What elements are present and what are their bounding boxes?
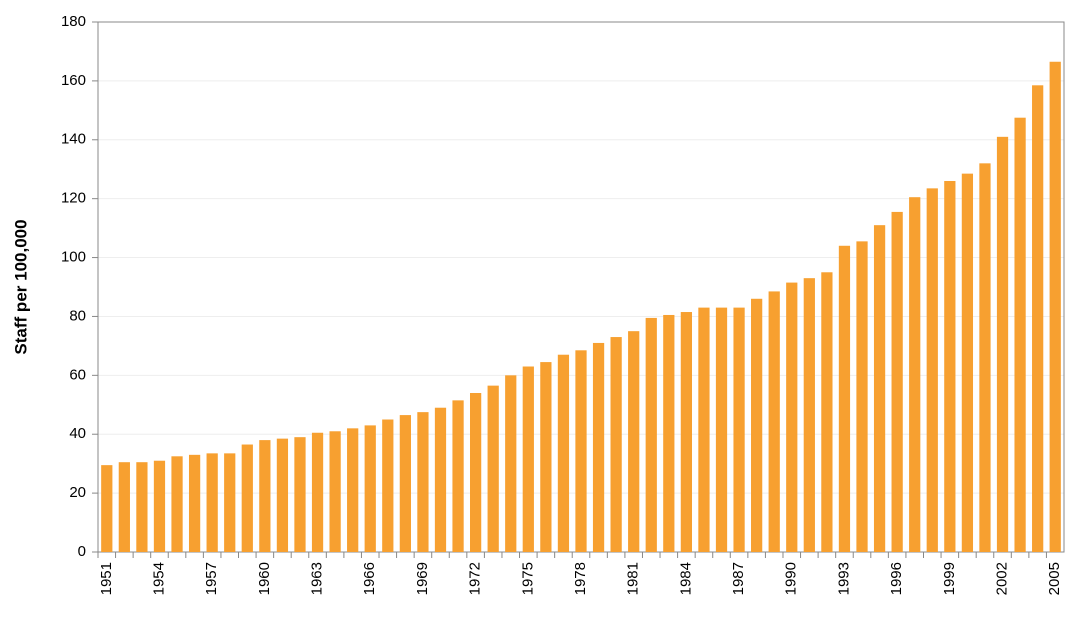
- bar: [434, 407, 447, 552]
- bar: [926, 188, 938, 552]
- bar: [838, 245, 851, 552]
- x-tick-label: 1957: [203, 562, 220, 595]
- bar: [294, 437, 306, 552]
- bar: [909, 197, 921, 552]
- x-tick-label: 1966: [361, 562, 378, 595]
- bar: [575, 350, 587, 552]
- bar: [136, 462, 148, 552]
- y-tick-label: 100: [61, 249, 86, 266]
- bar: [382, 419, 394, 552]
- bar: [715, 307, 728, 552]
- x-tick-label: 1999: [941, 562, 958, 595]
- bar: [206, 453, 218, 552]
- bar: [733, 307, 745, 552]
- bar: [891, 211, 903, 552]
- x-tick-label: 1984: [677, 562, 694, 595]
- bar: [399, 415, 411, 552]
- bar: [786, 282, 798, 552]
- x-tick-label: 1969: [414, 562, 431, 595]
- x-tick-label: 1996: [888, 562, 905, 595]
- y-tick-label: 80: [69, 307, 86, 324]
- y-tick-label: 20: [69, 484, 86, 501]
- y-axis-label: Staff per 100,000: [11, 219, 30, 354]
- bar: [698, 307, 710, 552]
- x-tick-label: 1954: [150, 562, 167, 595]
- bar: [469, 393, 482, 552]
- x-tick-label: 1975: [519, 562, 536, 595]
- bar: [364, 425, 376, 552]
- bar: [803, 278, 815, 552]
- x-tick-label: 1993: [835, 562, 852, 595]
- x-tick-label: 1987: [730, 562, 747, 595]
- bar: [768, 291, 780, 552]
- y-tick-label: 160: [61, 72, 86, 89]
- bar: [996, 136, 1009, 553]
- y-tick-label: 140: [61, 131, 86, 148]
- y-tick-label: 40: [69, 425, 86, 442]
- bar: [224, 453, 236, 552]
- bar: [417, 412, 429, 552]
- x-tick-label: 1963: [309, 562, 326, 595]
- bar: [628, 331, 640, 552]
- bar: [557, 354, 570, 552]
- x-tick-label: 1990: [783, 562, 800, 595]
- x-tick-label: 1951: [98, 562, 115, 595]
- bar: [118, 462, 130, 552]
- bar: [856, 241, 868, 552]
- bar: [487, 385, 499, 552]
- y-tick-label: 180: [61, 13, 86, 30]
- bar: [329, 431, 341, 552]
- bar: [821, 272, 833, 552]
- y-tick-label: 120: [61, 190, 86, 207]
- y-tick-label: 60: [69, 366, 86, 383]
- bar: [873, 225, 886, 552]
- bar: [592, 342, 605, 552]
- bar: [961, 173, 974, 552]
- bar: [680, 312, 693, 552]
- bar: [1014, 117, 1026, 552]
- x-tick-label: 1972: [467, 562, 484, 595]
- x-tick-label: 1978: [572, 562, 589, 595]
- bar: [610, 337, 622, 552]
- bar: [522, 366, 534, 552]
- bar: [171, 456, 183, 552]
- bar: [1049, 61, 1061, 552]
- x-tick-label: 1981: [625, 562, 642, 595]
- bar: [645, 317, 657, 552]
- bar: [979, 163, 991, 553]
- bar: [540, 362, 552, 552]
- bar: [311, 432, 324, 552]
- x-tick-label: 2005: [1046, 562, 1063, 595]
- bar: [241, 444, 253, 552]
- y-tick-label: 0: [78, 543, 86, 560]
- bar: [505, 375, 517, 552]
- bar: [259, 440, 271, 552]
- bar: [101, 465, 113, 552]
- bar: [1032, 85, 1044, 553]
- bar: [188, 454, 201, 552]
- bar: [751, 298, 763, 552]
- bar: [347, 428, 359, 552]
- bar: [276, 438, 289, 552]
- bar: [452, 400, 464, 552]
- x-tick-label: 2002: [993, 562, 1010, 595]
- bar: [944, 181, 956, 552]
- x-tick-label: 1960: [256, 562, 273, 595]
- bar: [153, 460, 166, 552]
- bar: [663, 314, 675, 552]
